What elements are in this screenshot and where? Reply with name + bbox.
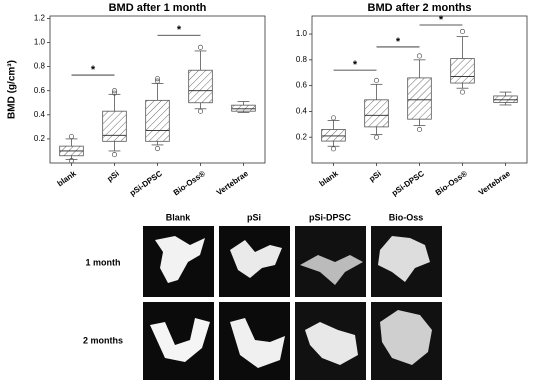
outlier: [459, 28, 466, 35]
column-label: Bio-Oss: [389, 212, 424, 222]
ct-bone: [300, 255, 363, 285]
outlier: [373, 77, 380, 84]
y-tick-label: 0.2: [296, 132, 308, 141]
x-tick-label: Bio-Oss®: [434, 169, 469, 197]
ct-bone: [230, 240, 282, 278]
x-tick-label: pSi-DPSC: [128, 169, 164, 198]
y-axis-label: BMD (g/cm³): [7, 60, 18, 119]
outlier: [68, 133, 75, 140]
outlier: [68, 158, 75, 164]
x-tick-label: Vertebrae: [477, 169, 512, 198]
row-label: 2 months: [83, 335, 123, 345]
x-tick-label: blank: [318, 169, 341, 189]
outlier: [330, 115, 337, 121]
box: [231, 104, 256, 112]
y-tick-label: 1.0: [34, 38, 46, 47]
micro-ct-grid: [143, 226, 442, 380]
ct-bone: [150, 318, 210, 362]
outlier: [111, 152, 118, 158]
column-label: Blank: [166, 212, 192, 222]
ct-bone: [230, 318, 285, 368]
box: [407, 77, 432, 120]
y-tick-label: 0.6: [34, 86, 46, 95]
outlier: [459, 89, 466, 95]
box: [493, 95, 518, 103]
y-tick-label: 0.6: [296, 81, 308, 90]
box: [102, 110, 127, 142]
x-tick-label: blank: [56, 169, 79, 189]
y-tick-label: 0.2: [34, 134, 46, 143]
outlier: [416, 53, 423, 59]
significance-star: *: [353, 59, 358, 71]
outlier: [197, 108, 204, 114]
column-label: pSi: [247, 212, 261, 222]
outlier: [111, 90, 118, 96]
outlier: [111, 88, 118, 94]
x-tick-label: Bio-Oss®: [172, 169, 207, 197]
significance-star: *: [396, 36, 401, 48]
box: [145, 99, 170, 142]
outlier: [154, 145, 161, 152]
x-tick-label: pSi: [105, 169, 120, 184]
significance-star: *: [91, 64, 96, 76]
x-tick-label: Vertebrae: [215, 169, 250, 198]
outlier: [197, 44, 204, 50]
y-tick-label: 0.8: [296, 55, 308, 64]
outlier: [154, 78, 161, 84]
x-tick-label: pSi-DPSC: [390, 169, 426, 198]
box: [450, 58, 475, 84]
y-tick-label: 0.4: [34, 110, 46, 119]
row-label: 1 month: [86, 257, 121, 267]
ct-bone: [380, 310, 432, 365]
significance-star: *: [439, 14, 444, 26]
chart-title: BMD after 2 months: [368, 2, 472, 14]
ct-bone: [155, 236, 205, 283]
y-tick-label: 0.8: [34, 62, 46, 71]
x-tick-label: pSi: [367, 169, 382, 184]
box: [188, 69, 213, 104]
ct-bone: [305, 322, 358, 365]
y-tick-label: 1.0: [296, 29, 308, 38]
y-tick-label: 0.4: [296, 107, 308, 116]
ct-bone: [378, 236, 430, 282]
outlier: [373, 134, 380, 140]
box: [364, 99, 389, 128]
significance-star: *: [177, 24, 182, 36]
outlier: [416, 126, 423, 133]
outlier: [330, 146, 337, 152]
outlier: [154, 76, 161, 82]
column-label: pSi-DPSC: [309, 212, 352, 222]
y-tick-label: 1.2: [34, 14, 46, 23]
chart-title: BMD after 1 month: [109, 2, 207, 14]
box: [321, 129, 346, 142]
